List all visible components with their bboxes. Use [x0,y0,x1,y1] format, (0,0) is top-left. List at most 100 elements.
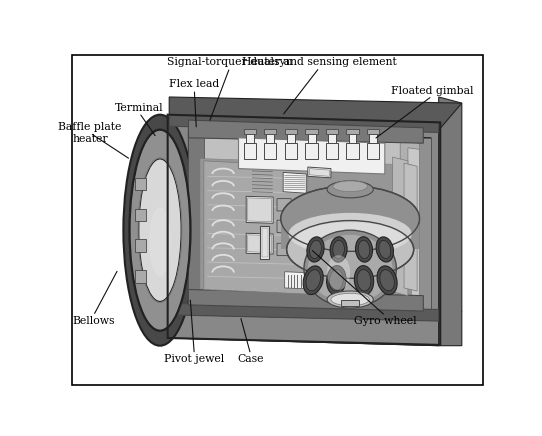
Polygon shape [200,159,412,296]
Polygon shape [326,143,338,159]
Polygon shape [308,167,331,178]
Ellipse shape [330,237,347,262]
Polygon shape [277,199,292,211]
Polygon shape [244,143,256,159]
Polygon shape [196,138,423,313]
Ellipse shape [357,269,371,291]
Polygon shape [285,272,346,290]
Ellipse shape [304,230,396,307]
Ellipse shape [327,255,350,290]
Ellipse shape [308,235,392,303]
Polygon shape [392,157,408,296]
Ellipse shape [379,240,391,259]
Ellipse shape [377,266,397,295]
Polygon shape [349,134,356,143]
Polygon shape [262,228,268,257]
Polygon shape [244,129,256,134]
Ellipse shape [331,293,370,306]
Ellipse shape [327,291,373,308]
Text: Pivot jewel: Pivot jewel [164,354,224,364]
Polygon shape [248,235,272,252]
Ellipse shape [327,181,373,198]
Polygon shape [404,163,417,291]
Ellipse shape [139,159,181,301]
Ellipse shape [288,213,412,255]
Polygon shape [400,142,420,315]
Polygon shape [134,270,146,283]
Ellipse shape [333,181,367,192]
Polygon shape [189,120,423,143]
Polygon shape [341,300,359,307]
Polygon shape [408,148,420,309]
Polygon shape [134,239,146,252]
Polygon shape [308,134,315,143]
Polygon shape [134,209,146,221]
Text: Flex lead: Flex lead [169,79,220,89]
Polygon shape [260,226,269,259]
Ellipse shape [306,270,320,291]
Polygon shape [189,130,204,315]
Polygon shape [238,138,385,174]
Polygon shape [346,129,359,134]
Polygon shape [169,115,438,133]
Polygon shape [328,134,335,143]
Polygon shape [416,138,431,320]
Polygon shape [438,97,462,346]
Polygon shape [189,290,423,311]
Polygon shape [264,129,276,134]
Polygon shape [169,303,438,321]
Polygon shape [169,97,462,130]
Polygon shape [285,143,297,159]
Polygon shape [134,178,146,190]
Text: Gyro wheel: Gyro wheel [354,316,417,326]
Polygon shape [169,305,462,346]
Polygon shape [169,123,438,346]
Ellipse shape [307,237,324,262]
Text: Baffle plate
heater: Baffle plate heater [59,122,121,144]
Polygon shape [246,233,273,254]
Polygon shape [283,173,306,193]
Polygon shape [196,290,423,313]
Ellipse shape [124,115,197,346]
Polygon shape [277,243,292,255]
Text: Signal-torquer dualsyn: Signal-torquer dualsyn [167,58,293,68]
Polygon shape [266,134,274,143]
Ellipse shape [303,266,323,295]
Polygon shape [196,138,423,170]
Text: Terminal: Terminal [115,103,164,113]
Ellipse shape [287,221,414,278]
Polygon shape [370,134,377,143]
Text: Heater and sensing element: Heater and sensing element [242,58,397,68]
Polygon shape [248,198,272,222]
Polygon shape [246,196,273,223]
Ellipse shape [358,240,370,259]
Polygon shape [189,130,431,320]
Ellipse shape [149,207,171,276]
Polygon shape [309,169,330,176]
Text: Floated gimbal: Floated gimbal [391,86,474,96]
Polygon shape [306,143,318,159]
Text: Bellows: Bellows [72,316,114,326]
Text: Case: Case [237,354,264,364]
Ellipse shape [281,186,420,252]
Ellipse shape [380,270,395,291]
Ellipse shape [376,237,393,262]
Polygon shape [281,212,420,249]
Ellipse shape [309,240,321,259]
Polygon shape [277,220,292,232]
Polygon shape [287,134,295,143]
Ellipse shape [356,237,372,262]
Polygon shape [367,143,379,159]
Ellipse shape [333,240,344,259]
Ellipse shape [354,266,373,295]
Polygon shape [285,129,297,134]
Ellipse shape [130,130,190,330]
Polygon shape [204,161,308,294]
Polygon shape [246,134,254,143]
Polygon shape [306,129,318,134]
Polygon shape [264,143,276,159]
Ellipse shape [327,266,346,295]
Ellipse shape [296,222,404,253]
Polygon shape [326,129,338,134]
Polygon shape [367,129,379,134]
